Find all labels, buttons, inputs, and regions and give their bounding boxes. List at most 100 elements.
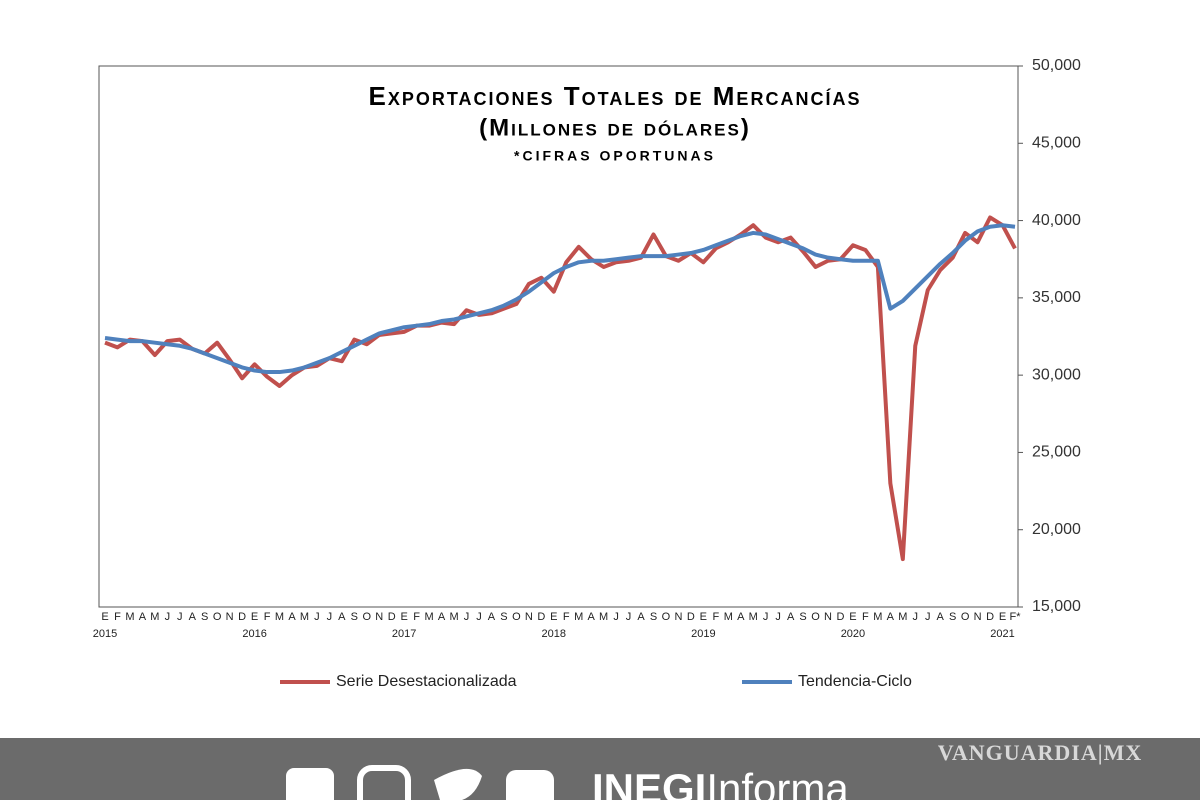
x-tick-label: M bbox=[574, 611, 583, 623]
x-tick-label: F bbox=[413, 611, 420, 623]
y-tick-label: 15,000 bbox=[1032, 598, 1081, 615]
x-tick-label: A bbox=[887, 611, 895, 623]
x-tick-label: O bbox=[662, 611, 671, 623]
plot-frame bbox=[98, 65, 1019, 608]
x-tick-label: N bbox=[226, 611, 234, 623]
x-tick-label: M bbox=[898, 611, 907, 623]
chart-title: Exportaciones Totales de Mercancías bbox=[369, 81, 862, 111]
year-label: 2017 bbox=[392, 628, 416, 640]
x-tick-label: E bbox=[251, 611, 258, 623]
x-tick-label: N bbox=[674, 611, 682, 623]
x-tick-label: J bbox=[626, 611, 632, 623]
chart-note: *cifras oportunas bbox=[514, 148, 716, 164]
x-tick-label: M bbox=[275, 611, 284, 623]
footer-band bbox=[0, 738, 1200, 800]
x-tick-label: E bbox=[401, 611, 408, 623]
x-tick-label: O bbox=[213, 611, 222, 623]
x-tick-label: S bbox=[351, 611, 358, 623]
x-tick-label: J bbox=[177, 611, 183, 623]
x-tick-label: O bbox=[961, 611, 970, 623]
x-tick-label: A bbox=[438, 611, 446, 623]
legend-label: Tendencia-Ciclo bbox=[798, 673, 912, 690]
footer-brand: VANGUARDIA|MX bbox=[938, 740, 1142, 765]
x-tick-label: M bbox=[425, 611, 434, 623]
x-tick-label: M bbox=[125, 611, 134, 623]
y-tick-label: 50,000 bbox=[1032, 57, 1081, 74]
x-tick-label: S bbox=[949, 611, 956, 623]
x-tick-label: J bbox=[464, 611, 470, 623]
x-tick-label: A bbox=[937, 611, 945, 623]
x-tick-label: F* bbox=[1010, 611, 1022, 623]
x-tick-label: E bbox=[101, 611, 108, 623]
x-tick-label: N bbox=[824, 611, 832, 623]
x-tick-label: J bbox=[165, 611, 171, 623]
y-tick-label: 20,000 bbox=[1032, 521, 1081, 538]
x-tick-label: M bbox=[749, 611, 758, 623]
legend-label: Serie Desestacionalizada bbox=[336, 673, 517, 690]
x-tick-label: D bbox=[687, 611, 695, 623]
x-tick-label: D bbox=[986, 611, 994, 623]
x-tick-label: O bbox=[512, 611, 521, 623]
x-tick-label: J bbox=[925, 611, 931, 623]
x-tick-label: A bbox=[189, 611, 197, 623]
x-tick-label: F bbox=[264, 611, 271, 623]
x-tick-label: E bbox=[999, 611, 1006, 623]
x-tick-label: F bbox=[563, 611, 570, 623]
x-tick-label: A bbox=[488, 611, 496, 623]
x-tick-label: D bbox=[388, 611, 396, 623]
x-tick-label: J bbox=[327, 611, 333, 623]
x-tick-label: N bbox=[375, 611, 383, 623]
y-tick-label: 25,000 bbox=[1032, 444, 1081, 461]
x-tick-label: S bbox=[799, 611, 806, 623]
logo-bold: INEGI bbox=[592, 765, 706, 800]
x-tick-label: S bbox=[201, 611, 208, 623]
x-tick-label: A bbox=[737, 611, 745, 623]
x-tick-label: D bbox=[238, 611, 246, 623]
chart-subtitle: (Millones de dólares) bbox=[479, 114, 751, 141]
x-tick-label: A bbox=[288, 611, 296, 623]
x-tick-label: A bbox=[139, 611, 147, 623]
x-tick-label: S bbox=[500, 611, 507, 623]
x-tick-label: M bbox=[599, 611, 608, 623]
x-tick-label: N bbox=[974, 611, 982, 623]
y-tick-label: 45,000 bbox=[1032, 135, 1081, 152]
twitter-icon[interactable] bbox=[434, 769, 482, 800]
x-tick-label: M bbox=[873, 611, 882, 623]
x-tick-label: A bbox=[787, 611, 795, 623]
x-tick-label: A bbox=[637, 611, 645, 623]
social-icons bbox=[286, 765, 554, 800]
y-tick-label: 30,000 bbox=[1032, 366, 1081, 383]
x-tick-label: M bbox=[150, 611, 159, 623]
x-tick-label: E bbox=[849, 611, 856, 623]
x-tick-label: D bbox=[837, 611, 845, 623]
x-tick-label: M bbox=[300, 611, 309, 623]
x-tick-label: F bbox=[712, 611, 719, 623]
year-label: 2019 bbox=[691, 628, 715, 640]
x-tick-label: J bbox=[476, 611, 482, 623]
x-tick-label: F bbox=[862, 611, 869, 623]
x-tick-label: O bbox=[362, 611, 371, 623]
x-tick-label: A bbox=[338, 611, 346, 623]
facebook-icon[interactable] bbox=[286, 768, 334, 800]
x-tick-label: E bbox=[700, 611, 707, 623]
instagram-icon[interactable] bbox=[357, 765, 411, 800]
year-label: 2020 bbox=[841, 628, 865, 640]
series-line bbox=[104, 223, 1016, 375]
youtube-icon[interactable] bbox=[506, 770, 554, 800]
y-tick-label: 40,000 bbox=[1032, 212, 1081, 229]
footer-logo: INEGIInforma bbox=[592, 765, 849, 800]
year-label: 2018 bbox=[542, 628, 566, 640]
logo-light: Informa bbox=[706, 765, 849, 800]
year-label: 2015 bbox=[93, 628, 117, 640]
x-tick-label: J bbox=[913, 611, 919, 623]
x-tick-label: D bbox=[537, 611, 545, 623]
x-tick-label: J bbox=[613, 611, 619, 623]
x-tick-label: N bbox=[525, 611, 533, 623]
x-tick-label: M bbox=[724, 611, 733, 623]
series-line bbox=[104, 215, 1017, 562]
year-label: 2016 bbox=[242, 628, 266, 640]
x-tick-label: J bbox=[314, 611, 320, 623]
x-tick-label: M bbox=[449, 611, 458, 623]
x-tick-label: A bbox=[587, 611, 595, 623]
